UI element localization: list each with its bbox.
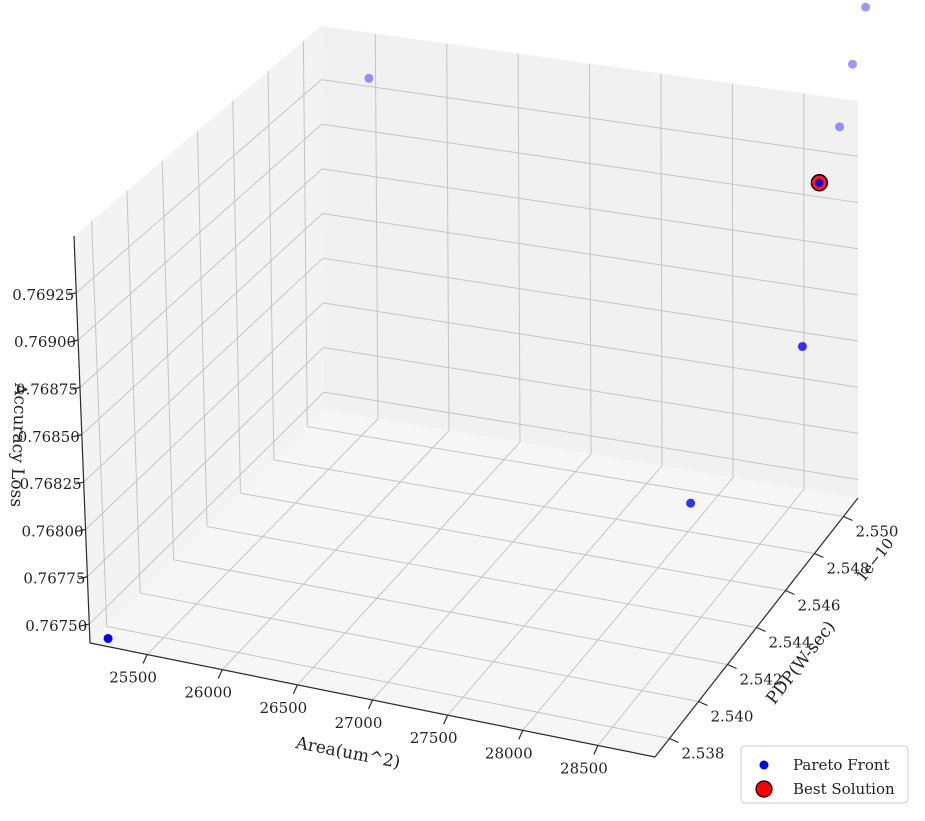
- best-solution-inner-point: [815, 179, 823, 187]
- area-tick-mark: [519, 730, 523, 739]
- area-tick-mark: [293, 685, 297, 694]
- pdp-tick-mark: [815, 554, 824, 558]
- pdp-tick-label: 2.550: [856, 523, 899, 541]
- area-tick-label: 27500: [410, 729, 458, 747]
- area-tick-mark: [594, 745, 598, 754]
- pareto-front-point: [848, 60, 857, 69]
- pareto-front-point: [104, 634, 113, 643]
- area-tick-label: 27000: [335, 714, 383, 732]
- area-tick-label: 28000: [485, 744, 533, 762]
- area-tick-mark: [369, 700, 373, 709]
- pdp-tick-mark: [670, 739, 679, 743]
- pdp-tick-mark: [699, 702, 708, 706]
- area-tick-mark: [143, 655, 147, 664]
- pareto-front-point: [798, 342, 807, 351]
- accuracy-tick-label: 0.76900: [14, 333, 76, 351]
- accuracy-tick-label: 0.76825: [20, 475, 82, 493]
- z-axis-label: Accuracy Loss: [6, 382, 30, 508]
- accuracy-tick-label: 0.76925: [12, 286, 74, 304]
- area-tick-label: 25500: [109, 669, 157, 687]
- area-tick-label: 26000: [184, 684, 232, 702]
- pdp-tick-label: 2.540: [711, 708, 754, 726]
- pareto-front-point: [364, 74, 373, 83]
- accuracy-tick-label: 0.76750: [25, 617, 87, 635]
- x-axis-label: Area(um^2): [293, 733, 402, 773]
- accuracy-tick-label: 0.76775: [23, 570, 85, 588]
- legend-best-label: Best Solution: [793, 780, 895, 798]
- grid-line-back-area: [732, 83, 733, 477]
- area-tick-mark: [218, 670, 222, 679]
- legend-pareto-label: Pareto Front: [793, 756, 890, 774]
- area-tick-label: 26500: [260, 699, 308, 717]
- pdp-tick-label: 2.538: [682, 745, 725, 763]
- pdp-tick-mark: [757, 628, 766, 632]
- pdp-tick-mark: [844, 517, 853, 521]
- legend-pareto-marker: [760, 761, 769, 770]
- legend: Pareto Front Best Solution: [741, 746, 908, 803]
- pdp-tick-mark: [786, 591, 795, 595]
- accuracy-tick-label: 0.76800: [22, 522, 84, 540]
- pdp-tick-label: 2.546: [798, 597, 841, 615]
- pdp-tick-mark: [728, 665, 737, 669]
- pareto-front-point: [686, 499, 695, 508]
- pareto-front-point: [861, 3, 870, 12]
- pareto-front-point: [835, 122, 844, 131]
- y-axis-label: PDP(W-sec): [762, 617, 839, 708]
- legend-best-marker: [756, 781, 772, 797]
- area-tick-label: 28500: [560, 759, 608, 777]
- area-tick-mark: [444, 715, 448, 724]
